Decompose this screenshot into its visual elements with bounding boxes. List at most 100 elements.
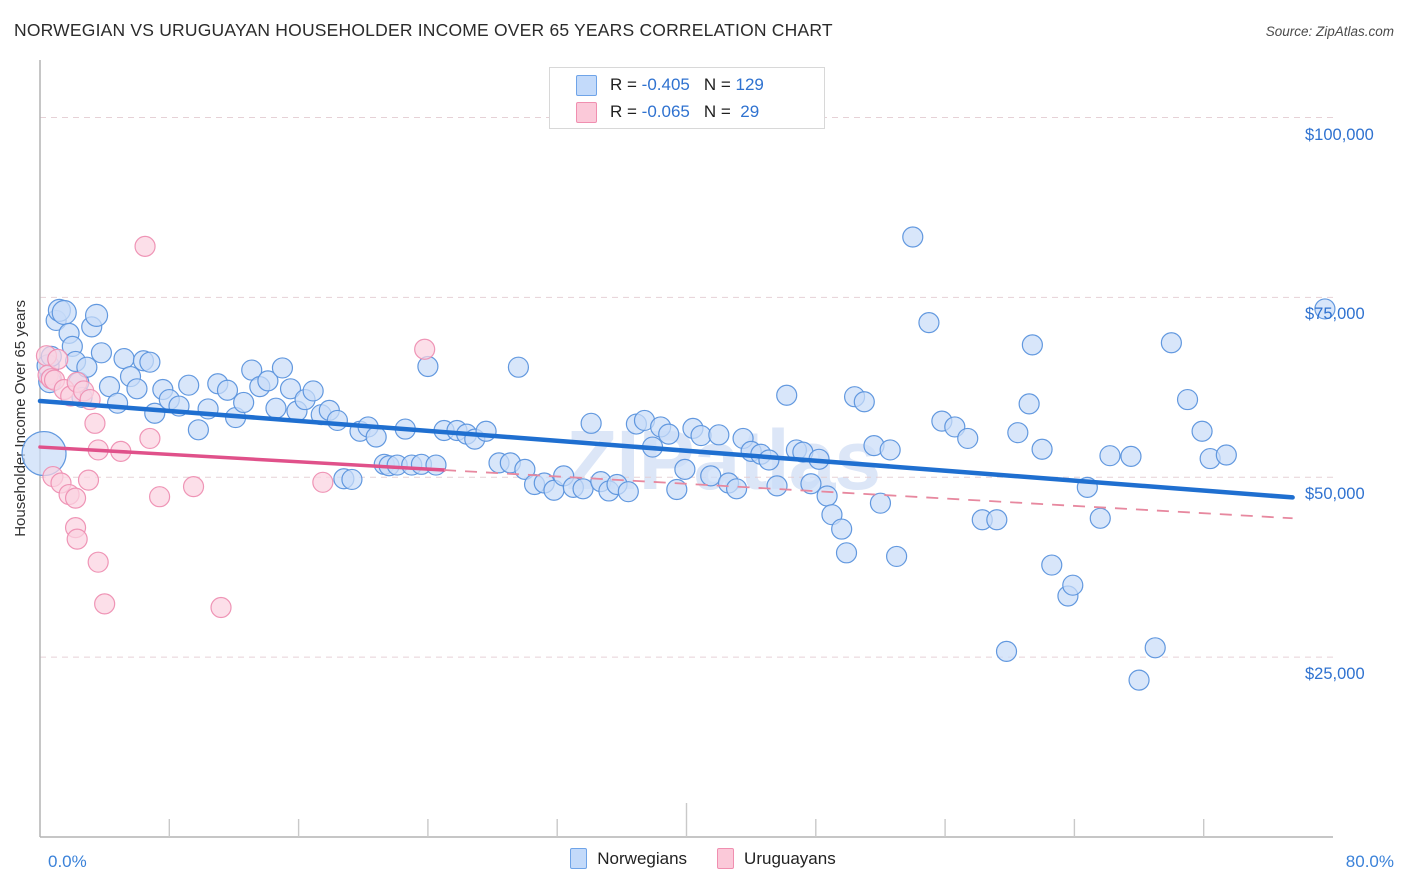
data-point (886, 545, 908, 568)
scatter-plot-canvas (21, 60, 1336, 838)
series-label-uruguayans: Uruguayans (744, 848, 836, 868)
data-point (708, 424, 730, 446)
series-legend: Norwegians Uruguayans (0, 848, 1406, 869)
data-point (106, 392, 129, 414)
data-point (617, 481, 639, 503)
data-point (113, 347, 135, 370)
data-point (1215, 444, 1237, 466)
y-axis-tick-label: $75,000 (1305, 305, 1365, 324)
data-point (475, 420, 497, 442)
page-title: NORWEGIAN VS URUGUAYAN HOUSEHOLDER INCOM… (14, 20, 833, 40)
data-point (831, 518, 853, 540)
data-point (312, 471, 334, 493)
data-point (690, 424, 712, 447)
data-point (210, 596, 232, 619)
data-point (507, 356, 530, 378)
data-point (139, 351, 161, 373)
data-point (800, 473, 822, 495)
data-point (1120, 445, 1142, 468)
data-point (835, 542, 858, 564)
data-point (64, 487, 87, 509)
data-point (1128, 669, 1150, 691)
data-point (1041, 554, 1063, 576)
y-axis-tick-label: $100,000 (1305, 125, 1374, 144)
data-point (986, 509, 1008, 531)
legend-swatch-pink (576, 101, 597, 123)
y-axis-tick-label: $25,000 (1305, 665, 1365, 684)
series-legend-item-uruguayans[interactable]: Uruguayans (717, 848, 836, 869)
data-point (216, 379, 239, 401)
data-point (1021, 334, 1043, 356)
y-axis-title: Householder Income Over 65 years (12, 300, 29, 537)
data-point (1099, 445, 1121, 467)
data-point (139, 427, 161, 450)
y-axis-tick-label: $50,000 (1305, 485, 1365, 504)
data-point (77, 469, 100, 491)
series-legend-item-norwegians[interactable]: Norwegians (570, 848, 687, 869)
data-point (1018, 393, 1040, 415)
data-point (414, 338, 436, 360)
data-point (666, 478, 688, 501)
data-point (51, 299, 77, 326)
data-point (134, 235, 156, 257)
data-point (271, 357, 294, 379)
trendline-uruguayans-solid (38, 445, 446, 472)
legend-swatch-blue (576, 74, 597, 96)
data-point (1144, 637, 1166, 659)
data-point (187, 419, 209, 441)
data-point (1191, 420, 1213, 442)
data-point (658, 423, 680, 445)
data-point (178, 374, 200, 396)
x-axis-max-label: 80.0% (1345, 852, 1394, 871)
data-point (580, 412, 602, 434)
data-point (417, 355, 439, 378)
series-label-norwegians: Norwegians (597, 848, 688, 868)
data-point (182, 476, 205, 498)
data-point (1176, 388, 1199, 411)
data-point (869, 492, 892, 514)
data-point (425, 454, 447, 476)
data-point (1314, 298, 1336, 320)
data-point (302, 380, 324, 402)
data-point (1007, 422, 1029, 444)
legend-row-norwegians: R = -0.405 N = 129 (576, 72, 764, 98)
data-point (326, 409, 348, 432)
data-point (1031, 438, 1053, 460)
data-point (66, 528, 88, 550)
data-point (84, 303, 109, 327)
legend-row-uruguayans: R = -0.065 N = 29 (576, 99, 759, 125)
source-attribution: Source: ZipAtlas.com (1265, 24, 1394, 39)
data-point (572, 478, 594, 500)
data-point (126, 378, 148, 400)
data-point (853, 391, 875, 413)
x-axis-min-label: 0.0% (48, 852, 87, 871)
plot-area (21, 60, 1336, 838)
data-point (816, 485, 838, 507)
series-swatch-uruguayans (717, 848, 735, 869)
data-point (995, 640, 1018, 662)
data-point (233, 391, 255, 414)
legend-stats-uruguayans: R = -0.065 N = 29 (610, 102, 760, 121)
trendline-norwegians (37, 398, 1295, 500)
data-point (76, 356, 98, 378)
data-point (90, 342, 113, 364)
data-point (87, 551, 109, 573)
data-point (279, 378, 302, 400)
data-point (725, 478, 748, 500)
data-point (84, 412, 106, 434)
series-swatch-norwegians (570, 848, 588, 869)
data-point (47, 348, 69, 370)
data-point (674, 458, 696, 480)
data-point (94, 593, 116, 615)
data-point (700, 465, 722, 487)
data-point (365, 426, 387, 448)
data-point (1160, 332, 1182, 354)
data-point (265, 397, 287, 419)
data-point (879, 439, 901, 461)
correlation-legend: R = -0.405 N = 129 R = -0.065 N = 29 (549, 67, 825, 129)
data-point (1062, 574, 1084, 596)
data-point (957, 427, 979, 450)
data-point (148, 486, 171, 508)
data-point (758, 449, 780, 471)
